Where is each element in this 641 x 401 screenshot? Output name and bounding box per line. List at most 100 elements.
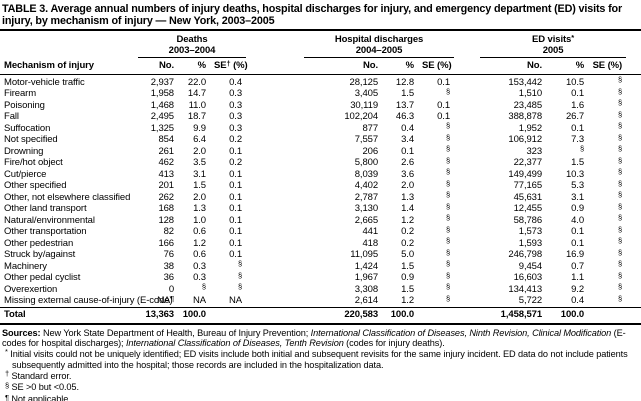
value-cell: § bbox=[617, 144, 623, 153]
table-row: Other transportation 82 0.6 0.1 441 0.2 § 1,573… bbox=[0, 224, 641, 238]
value-cell: 168 bbox=[158, 203, 174, 214]
value-cell: 8,039 bbox=[354, 168, 379, 180]
value-cell: 0.1 bbox=[229, 203, 243, 214]
value-cell: § bbox=[445, 167, 451, 176]
value-cell: 23,485 bbox=[513, 99, 543, 111]
value-cell: § bbox=[445, 132, 451, 142]
value-cell: 30,119 bbox=[350, 99, 379, 111]
value-cell: 3,405 bbox=[354, 88, 379, 99]
value-cell: 1.1 bbox=[571, 272, 585, 283]
value-cell: 462 bbox=[158, 157, 174, 168]
mechanism-label: Suffocation bbox=[4, 122, 51, 134]
value-cell: 0.1 bbox=[229, 168, 243, 180]
group-header-hospital: Hospital discharges 2004–2005 bbox=[304, 30, 455, 58]
value-cell: 0.2 bbox=[401, 237, 415, 249]
total-ed-no: 1,458,571 bbox=[480, 306, 547, 325]
group-header-ed: ED visits* 2005 bbox=[480, 30, 627, 58]
value-cell: 22,377 bbox=[513, 157, 543, 168]
value-cell: 1.6 bbox=[571, 99, 585, 111]
value-cell: § bbox=[617, 167, 623, 176]
mechanism-label: Fall bbox=[4, 111, 19, 122]
value-cell: § bbox=[237, 259, 243, 268]
value-cell: 0.1 bbox=[437, 99, 451, 111]
value-cell: 2,495 bbox=[150, 111, 174, 122]
value-cell: 7.3 bbox=[571, 134, 585, 145]
value-cell: § bbox=[617, 259, 623, 268]
mechanism-label: Missing external cause-of-injury (E-code… bbox=[4, 295, 173, 306]
value-cell: 9.2 bbox=[571, 283, 585, 295]
value-cell: § bbox=[617, 270, 623, 280]
value-cell: 28,125 bbox=[349, 76, 379, 88]
mechanism-label: Other transportation bbox=[4, 226, 87, 237]
table-row: Motor-vehicle traffic 2,937 22.0 0.4 28,125 1… bbox=[0, 74, 641, 88]
value-cell: 418 bbox=[362, 237, 379, 249]
mechanism-label: Other pedestrian bbox=[4, 237, 74, 249]
mechanism-label: Cut/pierce bbox=[4, 168, 47, 180]
footnotes: Sources: New York State Department of He… bbox=[0, 325, 641, 401]
value-cell: § bbox=[617, 121, 623, 130]
value-cell: 26.7 bbox=[565, 111, 585, 122]
value-cell: 246,798 bbox=[508, 249, 543, 260]
value-cell: 0.3 bbox=[193, 260, 206, 272]
value-cell: 1.5 bbox=[571, 157, 585, 168]
column-header-deaths-pct: % bbox=[178, 57, 210, 75]
column-header-ed-no: No. bbox=[480, 57, 547, 75]
value-cell: § bbox=[579, 144, 585, 153]
value-cell: 0.1 bbox=[229, 191, 243, 203]
value-cell: § bbox=[445, 270, 451, 280]
table-row: Suffocation 1,325 9.9 0.3 877 0.4 § 1,952 0.1 § bbox=[0, 121, 641, 135]
value-cell: 201 bbox=[158, 180, 174, 191]
value-cell: 0.4 bbox=[229, 76, 243, 88]
value-cell: § bbox=[617, 190, 623, 199]
value-cell: 82 bbox=[163, 226, 174, 237]
table-row: Natural/environmental 128 1.0 0.1 2,665 1.2 § 5… bbox=[0, 213, 641, 227]
value-cell: § bbox=[617, 86, 623, 96]
value-cell: 3.6 bbox=[401, 168, 415, 180]
value-cell: 0.2 bbox=[229, 134, 243, 145]
value-cell: 0.1 bbox=[229, 226, 243, 237]
table-row: Overexertion 0 § § 3,308 1.5 § 134,413 9.2 § bbox=[0, 282, 641, 296]
value-cell: 10.5 bbox=[565, 76, 585, 88]
injury-table: Deaths 2003–2004 Hospital discharges 200… bbox=[0, 29, 641, 325]
value-cell: 12.8 bbox=[395, 76, 415, 88]
value-cell: 4.0 bbox=[571, 214, 585, 226]
value-cell: 0.7 bbox=[571, 260, 585, 272]
value-cell: 45,631 bbox=[513, 191, 543, 203]
value-cell: 0.1 bbox=[401, 145, 415, 157]
value-cell: 134,413 bbox=[508, 283, 543, 295]
value-cell: § bbox=[445, 224, 451, 234]
value-cell: 0.6 bbox=[193, 249, 206, 260]
group-header-row: Deaths 2003–2004 Hospital discharges 200… bbox=[0, 30, 641, 58]
table-row: Other pedestrian 166 1.2 0.1 418 0.2 § 1,593 0.1… bbox=[0, 236, 641, 250]
value-cell: 3.1 bbox=[571, 191, 585, 203]
value-cell: 1,325 bbox=[150, 122, 174, 134]
value-cell: § bbox=[617, 236, 623, 245]
table-title: TABLE 3. Average annual numbers of injur… bbox=[2, 3, 623, 27]
value-cell: 0.3 bbox=[229, 99, 243, 111]
column-header-mechanism: Mechanism of injury bbox=[0, 57, 138, 75]
group-period-ed: 2005 bbox=[542, 44, 564, 56]
total-hospital-pct: 100.0 bbox=[382, 306, 419, 325]
value-cell: 388,878 bbox=[508, 111, 543, 122]
group-header-deaths: Deaths 2003–2004 bbox=[138, 30, 247, 58]
footnote-asterisk: * Initial visits could not be uniquely i… bbox=[5, 347, 628, 371]
value-cell: 16,603 bbox=[513, 272, 543, 283]
value-cell: 3.4 bbox=[401, 134, 415, 145]
value-cell: 1,958 bbox=[150, 88, 174, 99]
value-cell: § bbox=[445, 259, 451, 268]
value-cell: 0 bbox=[168, 283, 174, 295]
value-cell: § bbox=[445, 121, 451, 130]
value-cell: 0.9 bbox=[571, 203, 585, 214]
value-cell: 2,665 bbox=[354, 214, 379, 226]
total-deaths-no: 13,363 bbox=[138, 306, 178, 325]
value-cell: 1.5 bbox=[401, 260, 415, 272]
value-cell: § bbox=[237, 282, 243, 291]
value-cell: § bbox=[445, 213, 451, 222]
value-cell: 102,204 bbox=[344, 111, 379, 122]
table-row: Other, not elsewhere classified 262 2.0 0.1… bbox=[0, 190, 641, 204]
value-cell: 9,454 bbox=[518, 260, 543, 272]
value-cell: § bbox=[445, 178, 451, 188]
value-cell: § bbox=[617, 178, 623, 188]
value-cell: 2.6 bbox=[401, 157, 415, 168]
value-cell: § bbox=[617, 201, 623, 211]
